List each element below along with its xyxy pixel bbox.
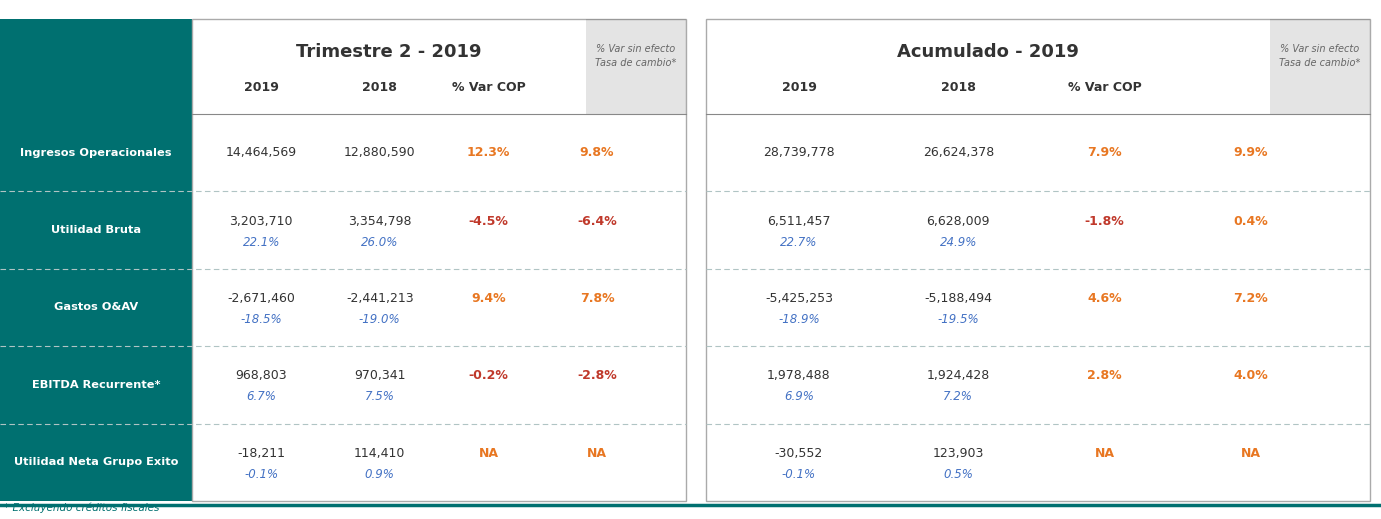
Text: 12,880,590: 12,880,590 — [344, 146, 416, 159]
Text: 28,739,778: 28,739,778 — [764, 146, 834, 159]
Text: NA: NA — [1240, 447, 1261, 460]
Text: -19.0%: -19.0% — [359, 313, 400, 326]
Text: 1,924,428: 1,924,428 — [927, 370, 990, 383]
Text: 4.0%: 4.0% — [1233, 370, 1268, 383]
Bar — [192, 19, 686, 501]
Text: % Var COP: % Var COP — [452, 81, 525, 94]
Text: 0.5%: 0.5% — [943, 468, 974, 481]
Text: -2.8%: -2.8% — [577, 370, 617, 383]
Text: 2018: 2018 — [362, 81, 398, 94]
Text: % Var sin efecto
Tasa de cambio*: % Var sin efecto Tasa de cambio* — [595, 44, 677, 69]
Text: * Excluyendo créditos fiscales: * Excluyendo créditos fiscales — [4, 502, 159, 513]
Bar — [586, 19, 686, 114]
Text: -0.2%: -0.2% — [468, 370, 508, 383]
Text: 968,803: 968,803 — [235, 370, 287, 383]
Text: -5,188,494: -5,188,494 — [924, 292, 993, 305]
Text: -2,671,460: -2,671,460 — [228, 292, 296, 305]
Text: -18.9%: -18.9% — [778, 313, 820, 326]
Text: 9.8%: 9.8% — [580, 146, 615, 159]
Text: 7.2%: 7.2% — [943, 390, 974, 403]
Text: 0.4%: 0.4% — [1233, 214, 1268, 228]
Text: 2018: 2018 — [940, 81, 976, 94]
Text: Trimestre 2 - 2019: Trimestre 2 - 2019 — [297, 43, 482, 61]
Text: 6,628,009: 6,628,009 — [927, 214, 990, 228]
Text: -18.5%: -18.5% — [240, 313, 282, 326]
Text: 4.6%: 4.6% — [1087, 292, 1121, 305]
Text: 26.0%: 26.0% — [360, 236, 398, 249]
Text: 2019: 2019 — [782, 81, 816, 94]
Text: 3,203,710: 3,203,710 — [229, 214, 293, 228]
Text: Utilidad Neta Grupo Exito: Utilidad Neta Grupo Exito — [14, 457, 178, 467]
Bar — [1271, 19, 1370, 114]
Text: -5,425,253: -5,425,253 — [765, 292, 833, 305]
Text: 2019: 2019 — [243, 81, 279, 94]
Text: 7.5%: 7.5% — [365, 390, 395, 403]
Text: 12.3%: 12.3% — [467, 146, 510, 159]
Text: 9.9%: 9.9% — [1233, 146, 1268, 159]
Text: % Var sin efecto
Tasa de cambio*: % Var sin efecto Tasa de cambio* — [1279, 44, 1360, 69]
Text: 22.1%: 22.1% — [243, 236, 280, 249]
Text: 3,354,798: 3,354,798 — [348, 214, 412, 228]
Text: 6.9%: 6.9% — [784, 390, 813, 403]
Text: 7.8%: 7.8% — [580, 292, 615, 305]
Text: 22.7%: 22.7% — [780, 236, 818, 249]
Text: -6.4%: -6.4% — [577, 214, 617, 228]
Text: 7.2%: 7.2% — [1233, 292, 1268, 305]
Text: 970,341: 970,341 — [354, 370, 406, 383]
Text: 114,410: 114,410 — [354, 447, 406, 460]
Text: Gastos O&AV: Gastos O&AV — [54, 303, 138, 312]
Text: -4.5%: -4.5% — [468, 214, 508, 228]
Text: NA: NA — [478, 447, 499, 460]
Text: Utilidad Bruta: Utilidad Bruta — [51, 225, 141, 235]
Bar — [0, 19, 192, 501]
Text: Ingresos Operacionales: Ingresos Operacionales — [21, 148, 171, 158]
Text: 14,464,569: 14,464,569 — [225, 146, 297, 159]
Text: 6.7%: 6.7% — [246, 390, 276, 403]
Text: -0.1%: -0.1% — [244, 468, 278, 481]
Text: -30,552: -30,552 — [775, 447, 823, 460]
Text: -19.5%: -19.5% — [938, 313, 979, 326]
Text: 24.9%: 24.9% — [939, 236, 976, 249]
Text: -1.8%: -1.8% — [1084, 214, 1124, 228]
Text: 1,978,488: 1,978,488 — [768, 370, 831, 383]
Bar — [706, 19, 1370, 501]
Text: 0.9%: 0.9% — [365, 468, 395, 481]
Text: -18,211: -18,211 — [238, 447, 284, 460]
Text: Acumulado - 2019: Acumulado - 2019 — [898, 43, 1079, 61]
Text: -0.1%: -0.1% — [782, 468, 816, 481]
Text: 6,511,457: 6,511,457 — [768, 214, 831, 228]
Text: NA: NA — [587, 447, 608, 460]
Text: -2,441,213: -2,441,213 — [345, 292, 413, 305]
Text: 7.9%: 7.9% — [1087, 146, 1121, 159]
Text: 9.4%: 9.4% — [471, 292, 505, 305]
Text: NA: NA — [1094, 447, 1114, 460]
Text: 2.8%: 2.8% — [1087, 370, 1121, 383]
Text: 123,903: 123,903 — [932, 447, 985, 460]
Text: EBITDA Recurrente*: EBITDA Recurrente* — [32, 380, 160, 390]
Text: % Var COP: % Var COP — [1068, 81, 1141, 94]
Text: 26,624,378: 26,624,378 — [923, 146, 994, 159]
